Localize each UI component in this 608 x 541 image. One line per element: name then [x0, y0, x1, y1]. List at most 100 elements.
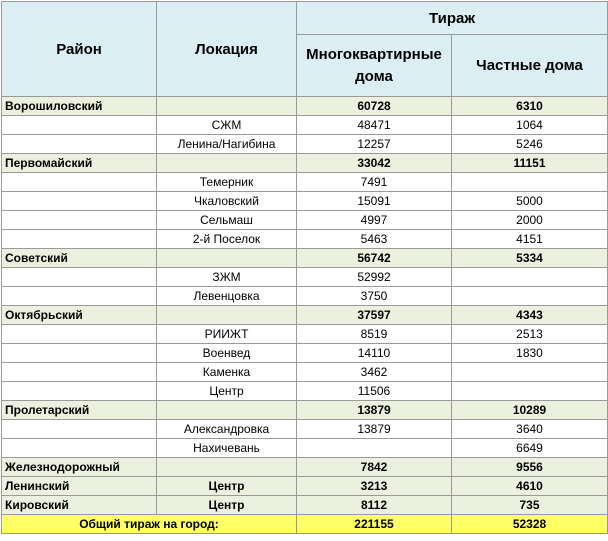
apartments-count: 60728 — [296, 96, 452, 116]
apartments-count: 11506 — [296, 381, 452, 401]
location-name: Сельмаш — [156, 210, 297, 230]
location-name: Левенцовка — [156, 286, 297, 306]
location-name: РИИЖТ — [156, 324, 297, 344]
apartments-count: 8519 — [296, 324, 452, 344]
table-row: Темерник 7491 — [1, 172, 608, 192]
private-count: 5000 — [450, 191, 608, 211]
apartments-count: 3213 — [296, 476, 452, 496]
district-name — [1, 324, 157, 344]
private-count: 4343 — [450, 305, 608, 325]
private-count: 735 — [450, 495, 608, 515]
private-count — [450, 172, 608, 192]
location-name: Центр — [156, 495, 297, 515]
header-private: Частные дома — [450, 34, 608, 97]
district-name — [1, 229, 157, 249]
district-name: Железнодорожный — [1, 457, 157, 477]
table-row: Пролетарский 13879 10289 — [1, 400, 608, 420]
table-body: Ворошиловский 60728 6310 СЖМ 48471 1064 Ленина… — [1, 96, 608, 534]
table-row: 2-й Поселок 5463 4151 — [1, 229, 608, 249]
table-row: Каменка 3462 — [1, 362, 608, 382]
district-name — [1, 362, 157, 382]
location-name: Чкаловский — [156, 191, 297, 211]
private-count: 1064 — [450, 115, 608, 135]
private-count: 2513 — [450, 324, 608, 344]
location-name: Каменка — [156, 362, 297, 382]
location-name — [156, 248, 297, 268]
private-count: 10289 — [450, 400, 608, 420]
district-name: Октябрьский — [1, 305, 157, 325]
total-apartments: 221155 — [296, 514, 452, 534]
total-label: Общий тираж на город: — [1, 514, 297, 534]
location-name — [156, 153, 297, 173]
private-count: 1830 — [450, 343, 608, 363]
apartments-count: 4997 — [296, 210, 452, 230]
private-count: 5246 — [450, 134, 608, 154]
header-region: Район — [1, 1, 157, 97]
table-row: Военвед 14110 1830 — [1, 343, 608, 363]
header-apartments: Многоквартирные дома — [296, 34, 452, 97]
apartments-count: 8112 — [296, 495, 452, 515]
total-private: 52328 — [450, 514, 608, 534]
apartments-count: 56742 — [296, 248, 452, 268]
apartments-count: 3750 — [296, 286, 452, 306]
district-name: Пролетарский — [1, 400, 157, 420]
district-name: Ворошиловский — [1, 96, 157, 116]
location-name — [156, 457, 297, 477]
table-row: Кировский Центр 8112 735 — [1, 495, 608, 515]
table-row: Общий тираж на город: 221155 52328 — [1, 514, 608, 534]
table-row: Сельмаш 4997 2000 — [1, 210, 608, 230]
table-row: Центр 11506 — [1, 381, 608, 401]
district-name: Советский — [1, 248, 157, 268]
table-row: Левенцовка 3750 — [1, 286, 608, 306]
district-name: Первомайский — [1, 153, 157, 173]
table-row: РИИЖТ 8519 2513 — [1, 324, 608, 344]
table-row: Железнодорожный 7842 9556 — [1, 457, 608, 477]
apartments-count — [296, 438, 452, 458]
table-row: Александровка 13879 3640 — [1, 419, 608, 439]
district-name — [1, 343, 157, 363]
district-name — [1, 210, 157, 230]
private-count: 2000 — [450, 210, 608, 230]
private-count — [450, 286, 608, 306]
district-name: Кировский — [1, 495, 157, 515]
table-row: ЗЖМ 52992 — [1, 267, 608, 287]
header-circulation: Тираж — [295, 1, 608, 35]
apartments-count: 3462 — [296, 362, 452, 382]
table-row: Октябрьский 37597 4343 — [1, 305, 608, 325]
apartments-count: 13879 — [296, 400, 452, 420]
location-name: Ленина/Нагибина — [156, 134, 297, 154]
private-count: 4610 — [450, 476, 608, 496]
location-name: СЖМ — [156, 115, 297, 135]
apartments-count: 12257 — [296, 134, 452, 154]
location-name: ЗЖМ — [156, 267, 297, 287]
district-name — [1, 172, 157, 192]
table-row: Ворошиловский 60728 6310 — [1, 96, 608, 116]
private-count: 11151 — [450, 153, 608, 173]
location-name: Александровка — [156, 419, 297, 439]
private-count: 4151 — [450, 229, 608, 249]
district-name — [1, 381, 157, 401]
table-row: Чкаловский 15091 5000 — [1, 191, 608, 211]
district-name — [1, 438, 157, 458]
private-count: 6310 — [450, 96, 608, 116]
apartments-count: 5463 — [296, 229, 452, 249]
district-name — [1, 267, 157, 287]
location-name: Центр — [156, 476, 297, 496]
private-count — [450, 381, 608, 401]
apartments-count: 14110 — [296, 343, 452, 363]
table-row: Советский 56742 5334 — [1, 248, 608, 268]
district-name — [1, 115, 157, 135]
location-name: Центр — [156, 381, 297, 401]
location-name: Нахичевань — [156, 438, 297, 458]
table-row: Нахичевань 6649 — [1, 438, 608, 458]
district-name: Ленинский — [1, 476, 157, 496]
apartments-count: 52992 — [296, 267, 452, 287]
location-name: Темерник — [156, 172, 297, 192]
table-row: Первомайский 33042 11151 — [1, 153, 608, 173]
district-name — [1, 286, 157, 306]
location-name: Военвед — [156, 343, 297, 363]
district-name — [1, 191, 157, 211]
table-row: Ленина/Нагибина 12257 5246 — [1, 134, 608, 154]
